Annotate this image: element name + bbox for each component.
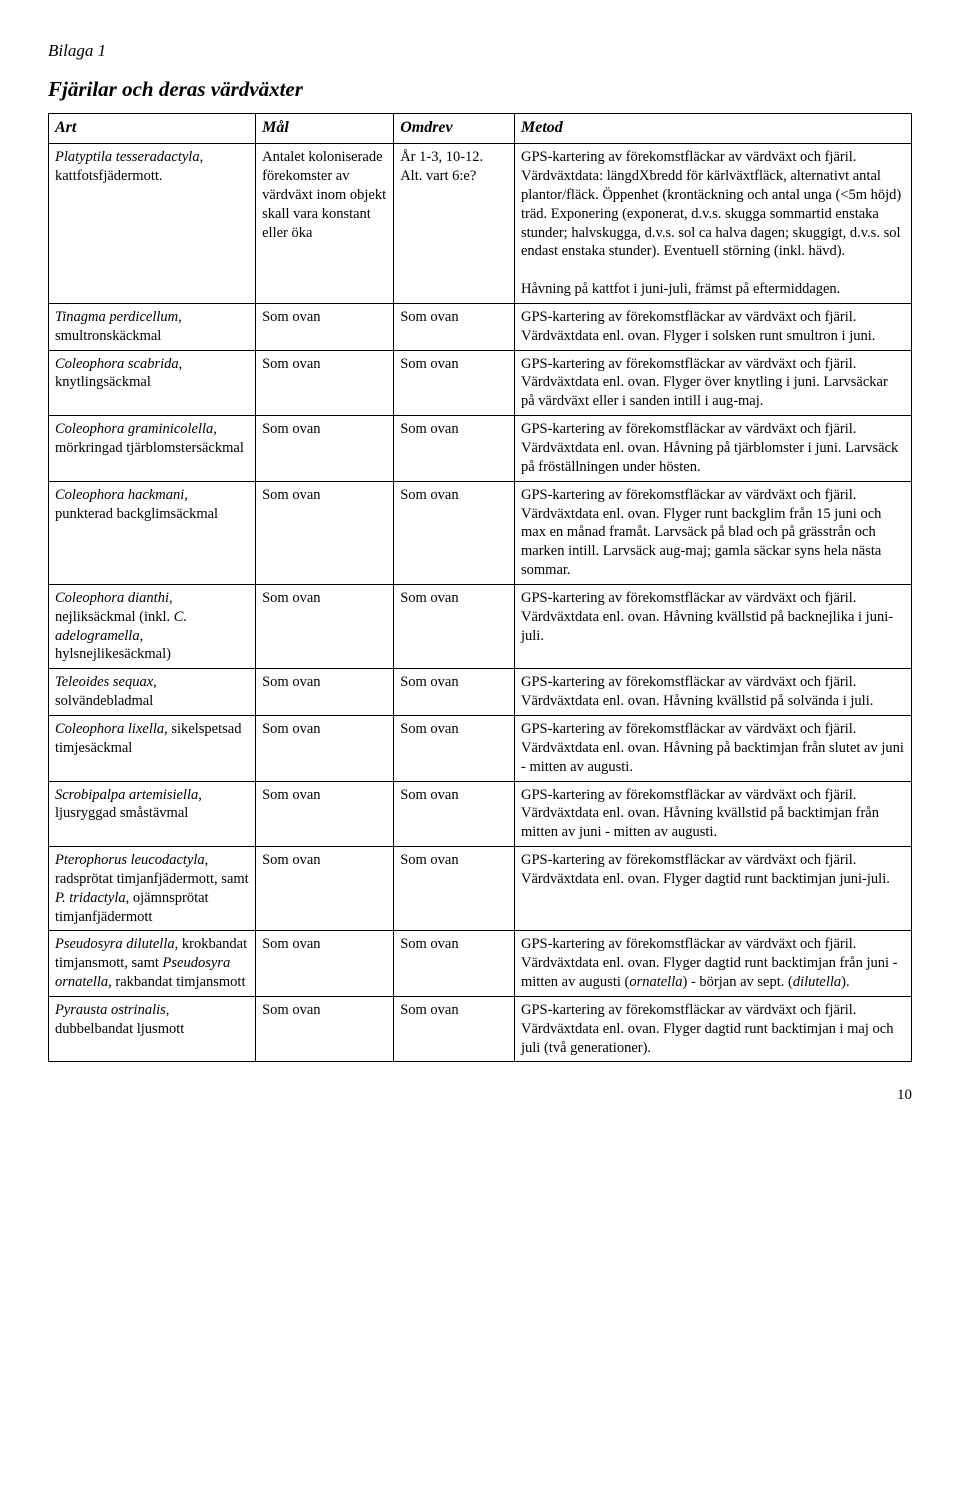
cell-art: Pseudosyra dilutella, krokbandat timjans… bbox=[49, 931, 256, 997]
table-row: Coleophora hackmani, punkterad backglims… bbox=[49, 481, 912, 584]
cell-omdrev: Som ovan bbox=[394, 715, 515, 781]
header-art: Art bbox=[49, 114, 256, 144]
cell-metod: GPS-kartering av förekomstfläckar av vär… bbox=[515, 350, 912, 416]
cell-omdrev: Som ovan bbox=[394, 584, 515, 668]
cell-mal: Som ovan bbox=[256, 416, 394, 482]
cell-metod: GPS-kartering av förekomstfläckar av vär… bbox=[515, 781, 912, 847]
cell-metod: GPS-kartering av förekomstfläckar av vär… bbox=[515, 847, 912, 931]
cell-mal: Som ovan bbox=[256, 781, 394, 847]
cell-metod: GPS-kartering av förekomstfläckar av vär… bbox=[515, 144, 912, 304]
cell-metod: GPS-kartering av förekomstfläckar av vär… bbox=[515, 996, 912, 1062]
cell-mal: Som ovan bbox=[256, 996, 394, 1062]
cell-art: Platyptila tesseradactyla, kattfotsfjäde… bbox=[49, 144, 256, 304]
table-row: Coleophora dianthi, nejliksäckmal (inkl.… bbox=[49, 584, 912, 668]
header-mal: Mål bbox=[256, 114, 394, 144]
main-title: Fjärilar och deras värdväxter bbox=[48, 76, 912, 103]
cell-mal: Som ovan bbox=[256, 584, 394, 668]
cell-mal: Som ovan bbox=[256, 847, 394, 931]
table-header-row: Art Mål Omdrev Metod bbox=[49, 114, 912, 144]
cell-omdrev: Som ovan bbox=[394, 781, 515, 847]
cell-mal: Antalet koloniserade förekomster av värd… bbox=[256, 144, 394, 304]
page-number: 10 bbox=[48, 1086, 912, 1106]
table-row: Scrobipalpa artemisiella, ljusryggad små… bbox=[49, 781, 912, 847]
cell-omdrev: Som ovan bbox=[394, 931, 515, 997]
bilaga-label: Bilaga 1 bbox=[48, 40, 912, 62]
cell-art: Teleoides sequax, solvändebladmal bbox=[49, 669, 256, 716]
cell-mal: Som ovan bbox=[256, 715, 394, 781]
cell-mal: Som ovan bbox=[256, 481, 394, 584]
cell-metod: GPS-kartering av förekomstfläckar av vär… bbox=[515, 584, 912, 668]
cell-art: Tinagma perdicellum, smultronskäckmal bbox=[49, 303, 256, 350]
cell-mal: Som ovan bbox=[256, 350, 394, 416]
cell-metod: GPS-kartering av förekomstfläckar av vär… bbox=[515, 669, 912, 716]
cell-art: Coleophora graminicolella, mörkringad tj… bbox=[49, 416, 256, 482]
cell-art: Scrobipalpa artemisiella, ljusryggad små… bbox=[49, 781, 256, 847]
species-table: Art Mål Omdrev Metod Platyptila tesserad… bbox=[48, 113, 912, 1062]
table-row: Pseudosyra dilutella, krokbandat timjans… bbox=[49, 931, 912, 997]
cell-art: Coleophora lixella, sikelspetsad timjesä… bbox=[49, 715, 256, 781]
cell-omdrev: År 1-3, 10-12. Alt. vart 6:e? bbox=[394, 144, 515, 304]
cell-metod: GPS-kartering av förekomstfläckar av vär… bbox=[515, 416, 912, 482]
cell-metod: GPS-kartering av förekomstfläckar av vär… bbox=[515, 481, 912, 584]
table-row: Platyptila tesseradactyla, kattfotsfjäde… bbox=[49, 144, 912, 304]
cell-art: Pterophorus leucodactyla, radsprötat tim… bbox=[49, 847, 256, 931]
table-row: Teleoides sequax, solvändebladmalSom ova… bbox=[49, 669, 912, 716]
table-row: Pterophorus leucodactyla, radsprötat tim… bbox=[49, 847, 912, 931]
cell-omdrev: Som ovan bbox=[394, 996, 515, 1062]
cell-mal: Som ovan bbox=[256, 669, 394, 716]
cell-omdrev: Som ovan bbox=[394, 416, 515, 482]
header-metod: Metod bbox=[515, 114, 912, 144]
table-row: Coleophora lixella, sikelspetsad timjesä… bbox=[49, 715, 912, 781]
cell-omdrev: Som ovan bbox=[394, 303, 515, 350]
table-row: Pyrausta ostrinalis, dubbelbandat ljusmo… bbox=[49, 996, 912, 1062]
cell-mal: Som ovan bbox=[256, 303, 394, 350]
header-omdrev: Omdrev bbox=[394, 114, 515, 144]
cell-omdrev: Som ovan bbox=[394, 350, 515, 416]
cell-omdrev: Som ovan bbox=[394, 847, 515, 931]
table-row: Tinagma perdicellum, smultronskäckmalSom… bbox=[49, 303, 912, 350]
cell-art: Pyrausta ostrinalis, dubbelbandat ljusmo… bbox=[49, 996, 256, 1062]
cell-art: Coleophora dianthi, nejliksäckmal (inkl.… bbox=[49, 584, 256, 668]
cell-omdrev: Som ovan bbox=[394, 481, 515, 584]
cell-metod: GPS-kartering av förekomstfläckar av vär… bbox=[515, 303, 912, 350]
cell-metod: GPS-kartering av förekomstfläckar av vär… bbox=[515, 715, 912, 781]
cell-mal: Som ovan bbox=[256, 931, 394, 997]
table-row: Coleophora scabrida, knytlingsäckmalSom … bbox=[49, 350, 912, 416]
table-row: Coleophora graminicolella, mörkringad tj… bbox=[49, 416, 912, 482]
cell-metod: GPS-kartering av förekomstfläckar av vär… bbox=[515, 931, 912, 997]
cell-art: Coleophora hackmani, punkterad backglims… bbox=[49, 481, 256, 584]
cell-omdrev: Som ovan bbox=[394, 669, 515, 716]
cell-art: Coleophora scabrida, knytlingsäckmal bbox=[49, 350, 256, 416]
